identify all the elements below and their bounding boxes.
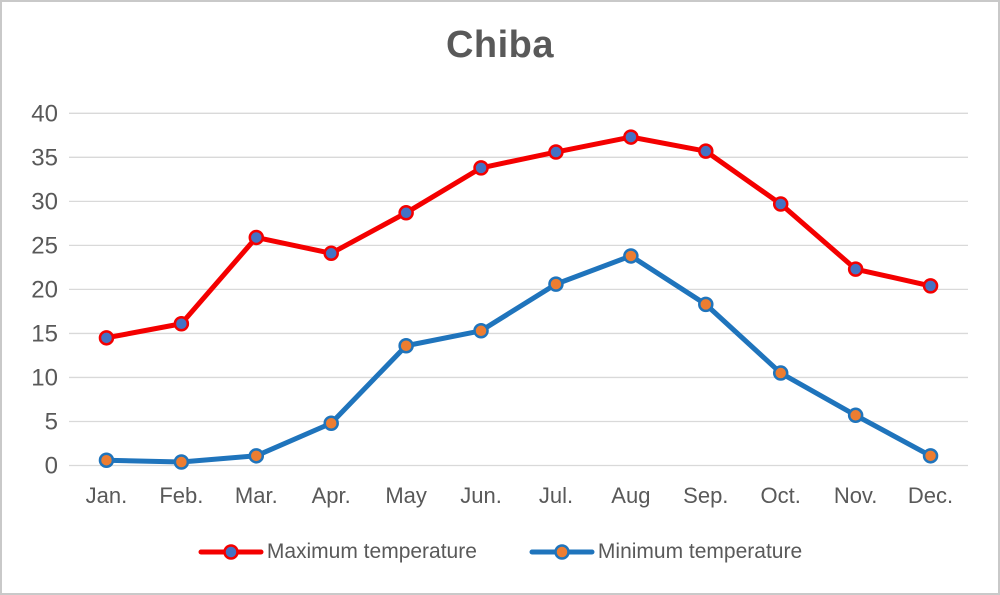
chart-title: Chiba (445, 24, 555, 66)
svg-text:Sep.: Sep. (683, 483, 728, 508)
svg-text:0: 0 (45, 453, 58, 480)
minimum-series-legend-icon (529, 544, 595, 560)
svg-text:Dec.: Dec. (908, 483, 953, 508)
svg-text:20: 20 (31, 276, 58, 303)
svg-text:Oct.: Oct. (761, 483, 801, 508)
legend-label-maximum: Maximum temperature (266, 540, 477, 563)
line-chart-plot: 0 5 10 15 20 25 30 35 40 Jan. Feb. Mar. Apr. May Jun. J… (31, 100, 968, 508)
legend-entry-maximum: Maximum temperature (198, 540, 477, 564)
svg-text:40: 40 (31, 100, 58, 127)
svg-text:Mar.: Mar. (235, 483, 278, 508)
svg-text:30: 30 (31, 188, 58, 215)
svg-text:Jun.: Jun. (460, 483, 502, 508)
svg-text:May: May (385, 483, 427, 508)
svg-text:Nov.: Nov. (834, 483, 878, 508)
svg-text:Apr.: Apr. (312, 483, 351, 508)
legend-entry-minimum: Minimum temperature (529, 540, 802, 564)
svg-text:Aug: Aug (611, 483, 650, 508)
svg-text:Feb.: Feb. (159, 483, 203, 508)
svg-text:10: 10 (31, 364, 58, 391)
svg-text:Jan.: Jan. (86, 483, 128, 508)
svg-text:35: 35 (31, 144, 58, 171)
legend-label-minimum: Minimum temperature (597, 540, 803, 563)
maximum-series-legend-icon (198, 544, 264, 560)
svg-text:25: 25 (31, 232, 58, 259)
chart-legend: Maximum temperature Minimum temperature (2, 540, 998, 564)
svg-text:Jul.: Jul. (539, 483, 573, 508)
svg-text:15: 15 (31, 320, 58, 347)
svg-text:5: 5 (45, 408, 58, 435)
